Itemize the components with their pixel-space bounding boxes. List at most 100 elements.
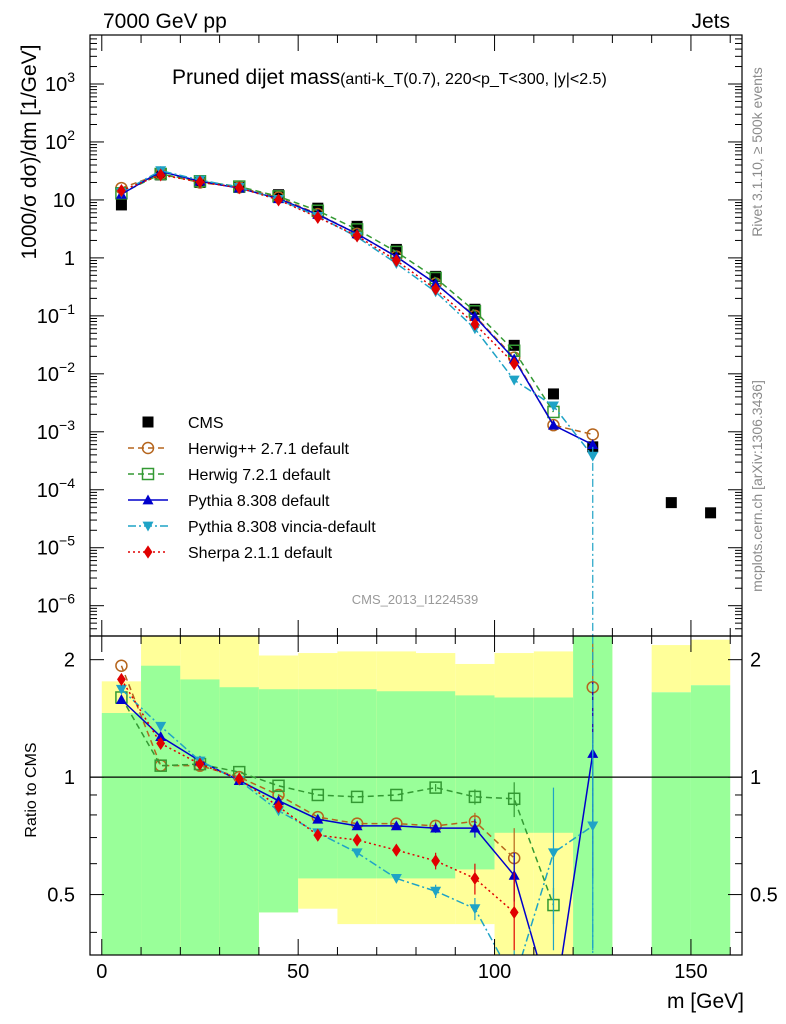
legend-marker <box>141 467 155 481</box>
point-sherpa-2-1-1-default <box>470 317 480 331</box>
y-tick-label-exp: 3 <box>67 69 75 85</box>
ratio-point-sherpa-2-1-1-default <box>431 854 441 868</box>
chart-title-main: Pruned dijet mass <box>172 66 340 89</box>
x-tick-label: 50 <box>287 961 309 983</box>
point-cms <box>390 243 402 255</box>
ratio-point-sherpa-2-1-1-default <box>195 757 205 771</box>
point-sherpa-2-1-1-default <box>234 181 244 195</box>
point-sherpa-2-1-1-default <box>509 357 519 371</box>
point-cms <box>115 199 127 211</box>
ratio-point-sherpa-2-1-1-default <box>117 672 126 687</box>
y-tick-label-exp: −2 <box>59 359 75 375</box>
ratio-point-herwig-7-2-1-default <box>272 779 285 793</box>
side-label-top: Rivet 3.1.10, ≥ 500k events <box>749 67 765 237</box>
series-line-pythia-8-308-default <box>121 170 594 446</box>
band-green-13 <box>651 692 691 955</box>
band-green-14 <box>690 685 731 955</box>
x-tick-label: 150 <box>674 961 707 983</box>
ratio-bands <box>90 636 742 955</box>
point-sherpa-2-1-1-default <box>313 210 323 224</box>
point-sherpa-2-1-1-default <box>117 183 126 198</box>
ratio-point-sherpa-2-1-1-default <box>391 843 401 857</box>
header-left: 7000 GeV pp <box>103 10 227 33</box>
y-tick-label: 10−5 <box>37 533 75 560</box>
ratio-point-pythia-8-308-default <box>312 813 324 824</box>
ratio-point-herwig-7-2-1-default <box>311 788 325 802</box>
y-tick-label-exp: 2 <box>67 127 75 143</box>
legend-marker <box>141 441 155 455</box>
y-tick-label-exp: −1 <box>59 301 75 317</box>
ratio-point-pythia-8-308-default <box>390 820 402 831</box>
band-yellow-14 <box>690 639 731 686</box>
ratio-point-sherpa-2-1-1-default <box>470 871 480 886</box>
y-tick-label: 102 <box>45 127 75 154</box>
y-tick-label-exp: −4 <box>59 475 75 491</box>
point-cms <box>351 220 363 232</box>
ratio-point-sherpa-2-1-1-default <box>352 833 362 847</box>
y-tick-label: 1 <box>64 248 75 270</box>
ratio-tick-label-right: 1 <box>750 767 761 789</box>
legend-label: CMS <box>188 415 224 432</box>
ratio-point-pythia-8-308-default <box>548 1007 559 1017</box>
series-line-herwig-7-2-1-default <box>121 173 555 413</box>
point-pythia-8-308-default <box>469 311 481 322</box>
y-tick-label-base: 10 <box>53 190 75 212</box>
legend: CMS Herwig++ 2.7.1 default Herwig 7.2.1 de… <box>128 415 376 562</box>
ratio-point-sherpa-2-1-1-default <box>274 800 283 814</box>
ratio-point-pythia-8-308-default <box>430 822 442 833</box>
x-tick-label: 100 <box>478 961 511 983</box>
point-pythia-8-308-vincia-default <box>508 375 520 386</box>
series-line-herwig-2-7-1-default <box>121 173 593 436</box>
point-cms <box>469 303 481 315</box>
legend-label: Pythia 8.308 vincia-default <box>188 519 376 536</box>
ratio-point-herwig-7-2-1-default <box>507 792 521 806</box>
y-tick-label-base: 10 <box>37 364 59 386</box>
ratio-point-herwig-7-2-1-default <box>390 788 403 802</box>
ratio-point-pythia-8-308-default <box>469 822 481 833</box>
y-tick-label-base: 10 <box>45 74 67 96</box>
legend-label: Herwig 7.2.1 default <box>188 467 331 484</box>
y-tick-label-base: 1 <box>64 248 75 270</box>
y-tick-label: 10−3 <box>37 417 75 444</box>
watermark: CMS_2013_I1224539 <box>352 592 479 607</box>
point-sherpa-2-1-1-default <box>274 193 283 207</box>
legend-label: Herwig++ 2.7.1 default <box>188 441 350 458</box>
y-tick-label-base: 10 <box>37 306 59 328</box>
legend-marker <box>143 545 153 559</box>
ratio-point-pythia-8-308-vincia-default <box>547 848 559 859</box>
y-tick-label-base: 10 <box>37 480 59 502</box>
y-tick-label: 103 <box>45 69 75 96</box>
band-green-1 <box>141 665 181 955</box>
ratio-line-herwig-7-2-1-default <box>120 697 555 906</box>
point-pythia-8-308-default <box>547 419 559 430</box>
ratio-tick-label-right: 0.5 <box>750 885 778 907</box>
legend-label: Pythia 8.308 default <box>188 493 330 510</box>
ratio-tick-label: 0.5 <box>47 885 75 907</box>
chart-title-sub: (anti-k_T(0.7), 220<p_T<300, |y|<2.5) <box>340 71 607 88</box>
ratio-point-sherpa-2-1-1-default <box>313 828 323 842</box>
y-tick-label: 10−6 <box>37 591 75 618</box>
y-tick-label: 10−4 <box>37 475 75 502</box>
ratio-point-pythia-8-308-default <box>155 731 167 742</box>
band-green-9 <box>455 695 495 870</box>
ratio-series <box>115 636 599 1017</box>
y-tick-label-exp: −3 <box>59 417 75 433</box>
y-tick-label-exp: −5 <box>59 533 75 549</box>
ratio-point-herwig-7-2-1-default <box>154 759 167 772</box>
ratio-tick-label-right: 2 <box>750 650 761 672</box>
point-cms <box>430 270 442 282</box>
header-right: Jets <box>691 10 730 33</box>
ratio-tick-label: 1 <box>64 767 75 789</box>
x-tick-label: 0 <box>96 961 107 983</box>
ratio-point-pythia-8-308-vincia-default <box>115 684 127 695</box>
y-tick-label-base: 10 <box>37 596 59 618</box>
ratio-point-pythia-8-308-vincia-default <box>587 821 599 832</box>
y-tick-label: 10 <box>53 190 75 212</box>
band-green-3 <box>219 687 259 955</box>
chart-title: Pruned dijet mass(anti-k_T(0.7), 220<p_T… <box>172 66 607 89</box>
ratio-point-herwig-7-2-1-default <box>429 781 442 794</box>
ratio-y-axis-label: Ratio to CMS <box>23 742 40 837</box>
legend-label: Sherpa 2.1.1 default <box>188 545 333 562</box>
